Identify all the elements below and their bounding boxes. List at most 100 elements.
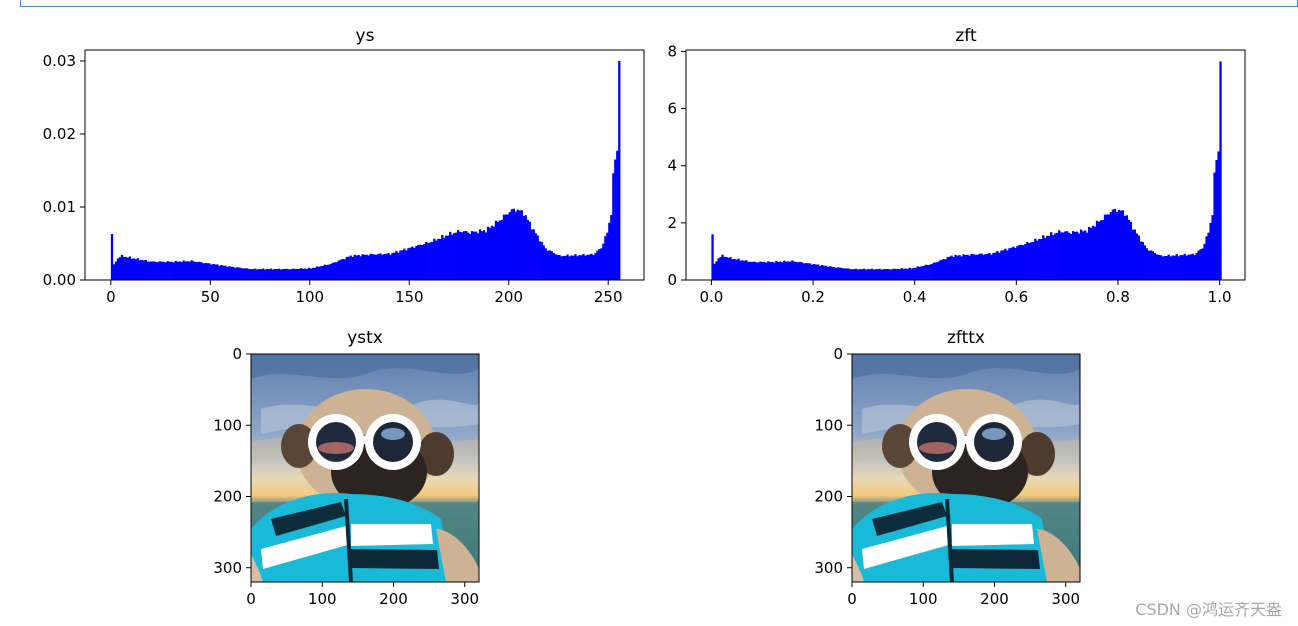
histogram-bar [232,266,235,280]
y-tick-label: 0.00 [43,271,76,289]
histogram-bar [407,248,410,280]
histogram-bar [614,159,617,280]
histogram-bar [1018,244,1021,280]
histogram-bar [116,258,120,280]
histogram-bar [244,268,247,280]
zfttx-pug-image [850,352,1082,584]
histogram-bar [807,263,810,280]
histogram-bar [874,269,878,280]
histogram-bar [1177,256,1180,280]
histogram-bar [598,249,601,280]
histogram-bar [1060,232,1063,280]
histogram-bar [449,231,452,280]
histogram-bar [826,266,830,280]
histogram-bar [256,269,259,280]
histogram-bar [182,260,185,280]
histogram-bar [1064,231,1067,280]
histogram-bar [212,263,215,280]
histogram-bar [323,264,327,280]
histogram-bar [1145,248,1148,280]
histogram-bar [1101,219,1105,280]
histogram-bar [1199,249,1202,280]
histogram-bar [317,266,321,280]
histogram-bar [832,266,836,280]
histogram-bar [174,260,177,280]
histogram-bar [1201,248,1204,280]
histogram-bar [273,269,277,280]
histogram-bar [610,215,613,280]
histogram-bar [886,268,889,280]
histogram-bar [291,268,295,280]
chart-ys-frame [84,49,645,281]
histogram-bar [134,259,138,280]
histogram-bar [1075,231,1079,280]
ystx-pug-image [249,352,481,584]
histogram-bar [1056,232,1059,280]
histogram-bar [144,259,147,280]
histogram-bar [490,225,494,280]
histogram-bar [1085,232,1089,280]
histogram-bar [926,265,929,280]
histogram-bar [351,256,354,280]
histogram-bar [900,268,903,280]
histogram-bar [892,268,895,280]
histogram-bar [922,265,925,280]
histogram-bar [956,255,959,280]
histogram-bar [389,254,392,280]
histogram-bar [427,243,430,280]
histogram-bar [365,254,368,280]
histogram-bar [200,262,203,280]
histogram-bar [870,268,874,280]
histogram-bar [878,268,882,280]
histogram-bar [339,259,342,280]
x-tick-label: 200 [980,590,1009,608]
histogram-bar [862,268,866,280]
histogram-bar [478,229,482,280]
histogram-bar [275,269,279,280]
histogram-bar [234,267,237,280]
histogram-bar [272,269,275,280]
histogram-bar [1040,239,1043,280]
histogram-bar [608,222,611,280]
histogram-bar [1147,250,1150,280]
histogram-bar [1016,246,1019,280]
histogram-bar [383,254,386,280]
histogram-bar [194,261,197,280]
histogram-bar [980,253,983,280]
histogram-bar [745,260,748,280]
histogram-bar [520,210,523,280]
histogram-bar [942,258,945,280]
histogram-bar [737,258,740,280]
histogram-bar [733,258,736,280]
histogram-bar [371,254,374,280]
histogram-bar [713,263,716,280]
histogram-bar [439,238,442,280]
histogram-bar [508,212,512,280]
histogram-bar [1073,231,1077,280]
histogram-bar [938,260,941,280]
histogram-bar [152,261,155,280]
histogram-bar [795,261,798,280]
histogram-bar [500,219,504,280]
chart-zfttx-yticks: 0 100 200 300 [814,345,852,577]
histogram-bar [1046,235,1049,280]
histogram-bar [1066,231,1069,280]
histogram-bar [415,246,418,280]
histogram-bar [777,261,780,280]
histogram-bar [844,268,848,280]
histogram-bar [305,268,309,280]
histogram-bar [1141,241,1144,280]
histogram-bar [226,266,229,280]
histogram-bar [783,260,786,280]
histogram-bar [518,210,521,280]
histogram-bar [866,269,870,280]
histogram-bar [1219,61,1222,281]
histogram-bar [932,262,935,280]
histogram-bar [797,262,800,280]
histogram-bar [138,260,141,280]
histogram-bar [1069,234,1073,280]
histogram-bar [1000,250,1003,280]
histogram-bar [162,261,165,280]
histogram-bar [333,262,336,280]
histogram-bar [1135,233,1139,280]
